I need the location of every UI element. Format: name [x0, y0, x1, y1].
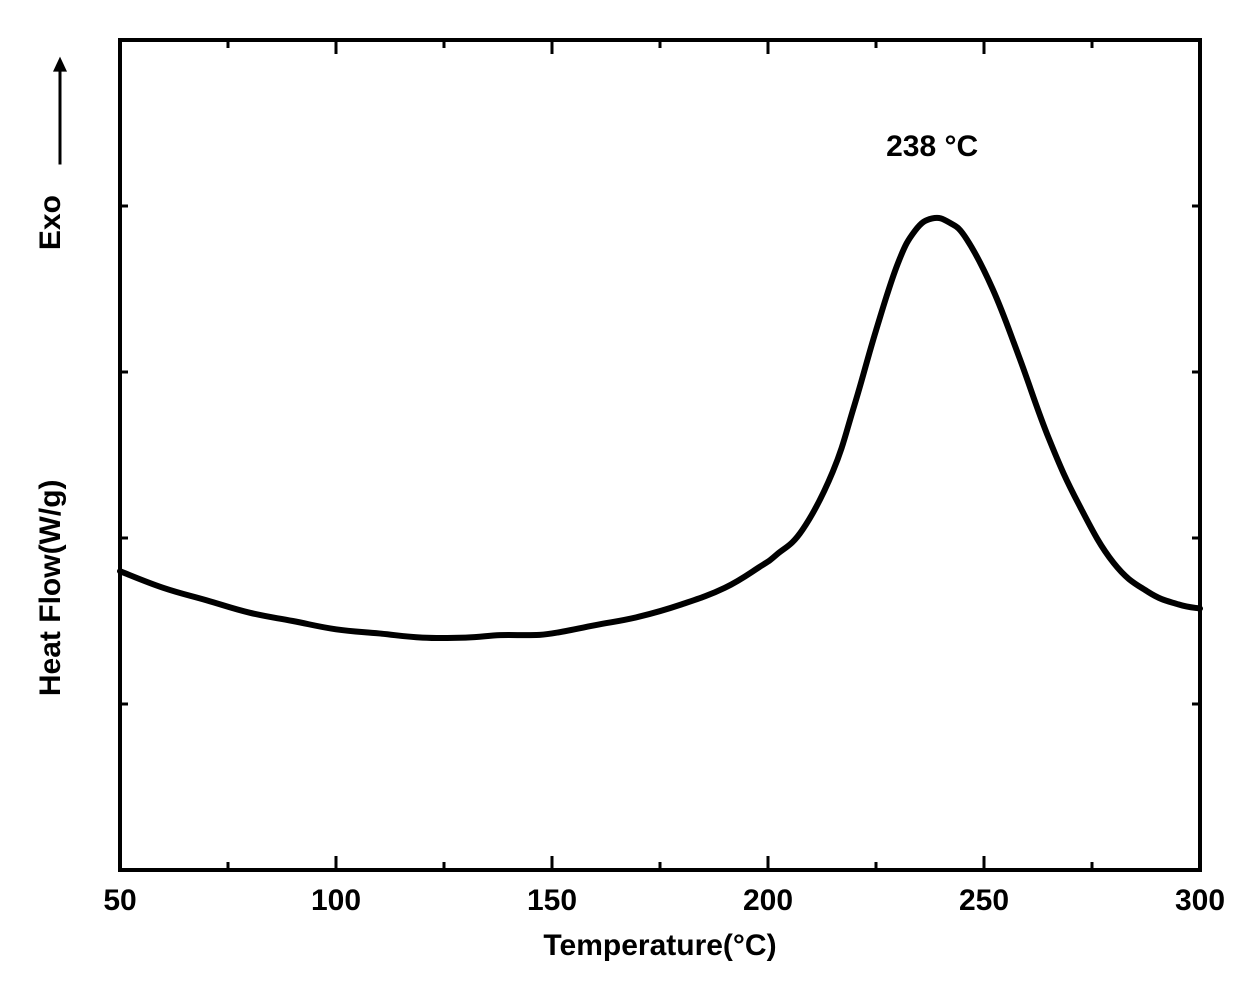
xtick-label: 150 — [527, 884, 577, 917]
peak-label: 238 °C — [886, 130, 978, 163]
dsc-chart: 50 100 150 200 250 300 238 °C Temperature(°C) He… — [0, 0, 1240, 986]
chart-background — [0, 0, 1240, 986]
xtick-label: 250 — [959, 884, 1009, 917]
xtick-label: 200 — [743, 884, 793, 917]
xtick-label: 300 — [1175, 884, 1225, 917]
y-axis-label: Heat Flow(W/g) — [34, 479, 67, 696]
chart-svg: 50 100 150 200 250 300 238 °C Temperature(°C) He… — [0, 0, 1240, 986]
xtick-label: 50 — [103, 884, 136, 917]
xtick-label: 100 — [311, 884, 361, 917]
exo-label: Exo — [34, 195, 67, 250]
x-axis-label: Temperature(°C) — [543, 929, 776, 962]
